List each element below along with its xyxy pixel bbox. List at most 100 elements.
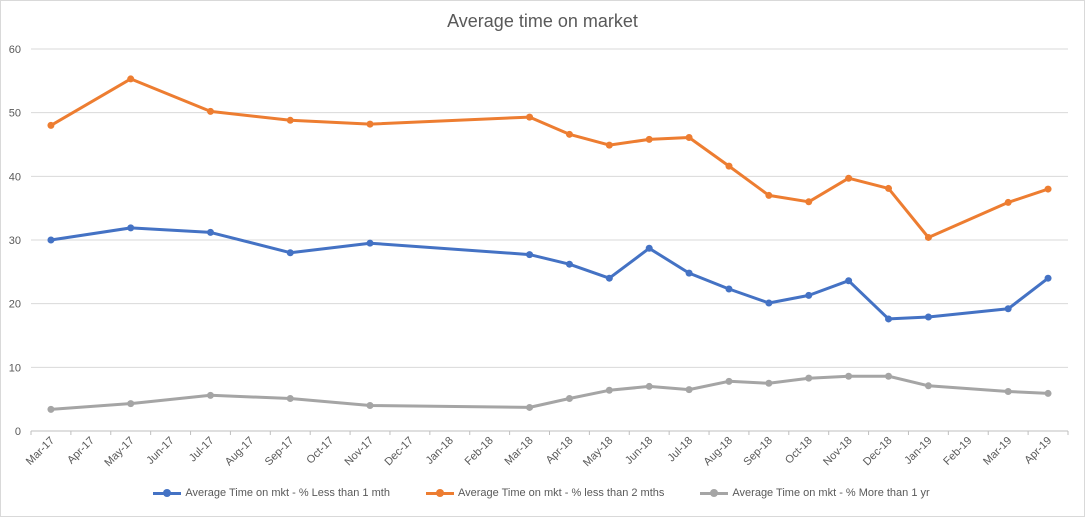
data-point [885, 184, 893, 192]
x-tick-label: Apr-18 [544, 435, 576, 467]
legend-swatch [425, 488, 454, 498]
data-point [1004, 305, 1012, 313]
data-point [685, 269, 693, 277]
x-tick-label: May-18 [581, 435, 615, 469]
y-tick-label: 20 [9, 299, 21, 311]
legend-swatch [153, 488, 182, 498]
data-point [645, 382, 653, 390]
series-line-3 [49, 374, 1050, 411]
x-tick-label: May-17 [102, 435, 136, 469]
x-tick-label: Feb-18 [463, 435, 496, 468]
x-tick-label: Mar-17 [24, 435, 57, 468]
data-point [526, 251, 534, 259]
x-tick-label: Sep-18 [741, 435, 775, 469]
x-tick-label: Aug-17 [223, 435, 257, 469]
legend-item-1: Average Time on mkt - % Less than 1 mth [153, 487, 390, 499]
data-point [127, 224, 135, 232]
data-point [765, 379, 773, 387]
data-point [725, 377, 733, 385]
data-point [526, 403, 534, 411]
data-point [286, 116, 294, 124]
data-point [1044, 389, 1052, 397]
data-point [645, 135, 653, 143]
y-tick-label: 30 [9, 235, 21, 247]
data-point [845, 277, 853, 285]
data-point [286, 395, 294, 403]
y-tick-label: 60 [9, 44, 21, 56]
legend-swatch [700, 488, 729, 498]
data-point [725, 162, 733, 170]
x-tick-label: Jan-19 [902, 435, 934, 467]
data-point [1004, 198, 1012, 206]
x-tick-label: Nov-18 [821, 435, 855, 469]
data-point [924, 313, 932, 321]
legend-label: Average Time on mkt - % More than 1 yr [732, 487, 930, 499]
data-point [845, 372, 853, 380]
x-tick-label: Jan-18 [424, 435, 456, 467]
x-tick-label: Feb-19 [941, 435, 974, 468]
data-point [924, 233, 932, 241]
series-line-1 [49, 226, 1050, 321]
data-point [885, 315, 893, 323]
data-point [725, 285, 733, 293]
data-point [127, 400, 135, 408]
data-point [47, 121, 55, 129]
legend-label: Average Time on mkt - % less than 2 mths [457, 487, 665, 499]
data-point [286, 249, 294, 257]
data-point [805, 374, 813, 382]
x-tick-label: Dec-18 [861, 435, 895, 469]
legend-item-3: Average Time on mkt - % More than 1 yr [700, 487, 930, 499]
x-tick-label: Oct-18 [783, 435, 815, 467]
data-point [605, 386, 613, 394]
data-point [526, 113, 534, 121]
data-point [565, 395, 573, 403]
x-tick-label: Mar-18 [503, 435, 536, 468]
data-point [366, 239, 374, 247]
data-point [845, 174, 853, 182]
data-point [685, 133, 693, 141]
x-tick-label: Sep-17 [263, 435, 297, 469]
x-tick-label: Jul-18 [666, 435, 696, 465]
data-point [885, 372, 893, 380]
chart-title: Average time on market [447, 11, 638, 31]
data-point [605, 274, 613, 282]
y-tick-label: 10 [9, 362, 21, 374]
data-point [47, 236, 55, 244]
y-tick-label: 50 [9, 108, 21, 120]
legend-label: Average Time on mkt - % Less than 1 mth [185, 487, 390, 499]
x-tick-label: Dec-17 [382, 435, 416, 469]
data-point [206, 107, 214, 115]
data-point [805, 291, 813, 299]
data-point [645, 244, 653, 252]
data-point [127, 75, 135, 83]
data-point [805, 198, 813, 206]
x-tick-label: Mar-19 [981, 435, 1014, 468]
data-point [1044, 185, 1052, 193]
chart-legend: Average Time on mkt - % Less than 1 mth A… [0, 487, 1083, 499]
data-point [765, 191, 773, 199]
x-tick-label: Apr-19 [1022, 435, 1054, 467]
x-tick-label: Oct-17 [304, 435, 336, 467]
data-point [206, 228, 214, 236]
x-tick-label: Jun-17 [144, 435, 176, 467]
data-point [565, 260, 573, 268]
data-point [366, 402, 374, 410]
y-tick-label: 0 [15, 426, 21, 438]
data-point [605, 141, 613, 149]
x-tick-label: Aug-18 [702, 435, 736, 469]
y-tick-label: 40 [9, 171, 21, 183]
data-point [765, 299, 773, 307]
data-point [206, 391, 214, 399]
legend-item-2: Average Time on mkt - % less than 2 mths [425, 487, 665, 499]
x-tick-label: Jul-17 [187, 435, 217, 465]
data-point [565, 130, 573, 138]
data-point [366, 120, 374, 128]
data-point [924, 382, 932, 390]
data-point [685, 386, 693, 394]
data-point [1044, 274, 1052, 282]
x-tick-label: Jun-18 [623, 435, 655, 467]
data-point [1004, 388, 1012, 396]
data-point [47, 405, 55, 413]
series-line-2 [49, 77, 1050, 239]
